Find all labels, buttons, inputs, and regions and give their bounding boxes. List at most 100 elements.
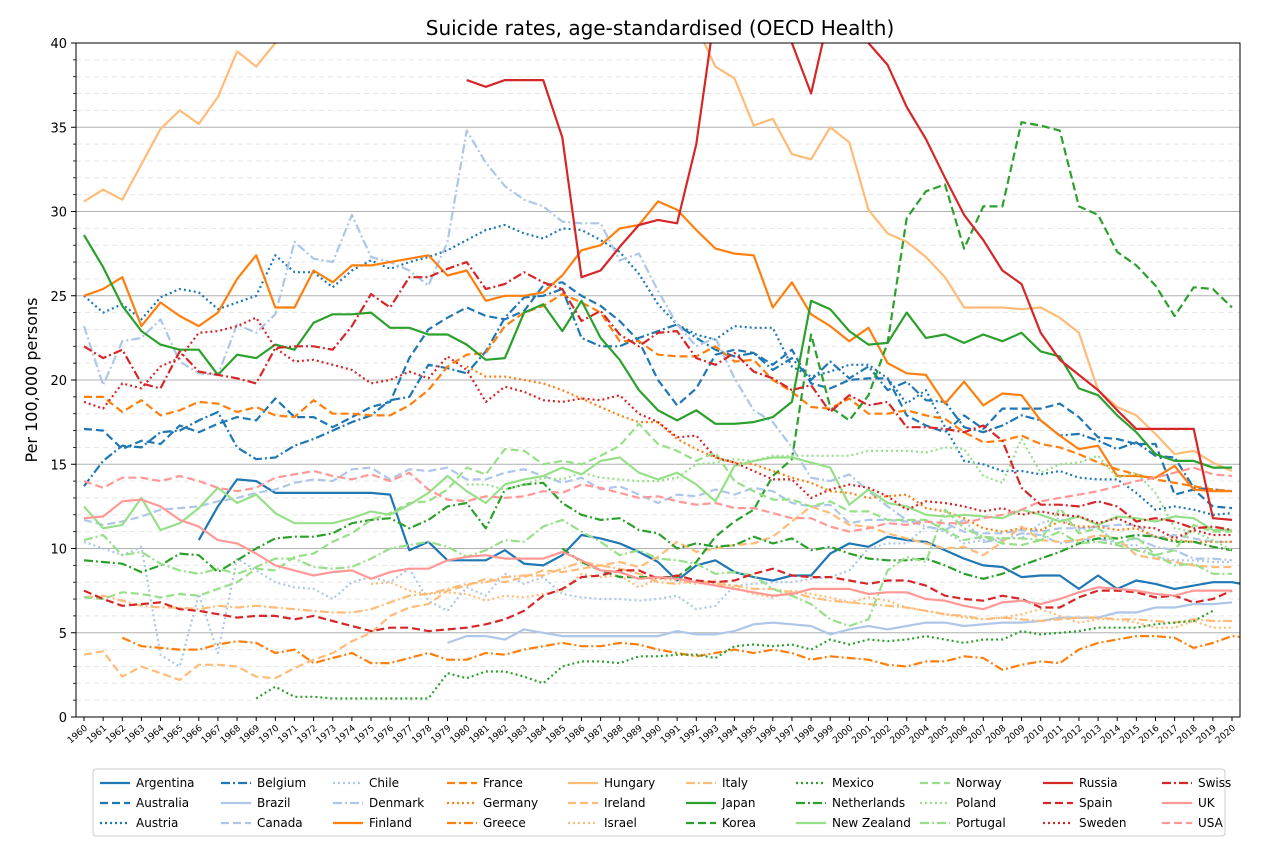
y-tick-label: 5	[59, 627, 67, 642]
legend-item: Australia	[100, 796, 189, 810]
legend-label: Mexico	[832, 776, 874, 790]
legend-label: Denmark	[369, 796, 424, 810]
series-line-korea	[561, 121, 1233, 579]
y-axis-label: Per 100,000 persons	[22, 297, 41, 462]
legend-box	[92, 768, 1226, 837]
legend-label: Korea	[722, 816, 756, 830]
legend-label: Greece	[483, 816, 526, 830]
y-tick-label: 40	[50, 37, 67, 52]
legend-item: Israel	[568, 816, 637, 830]
chart-title: Suicide rates, age-standardised (OECD He…	[426, 16, 895, 40]
y-tick-label: 35	[50, 121, 67, 136]
series-line-sweden	[83, 316, 1232, 540]
legend-item: Swiss	[1162, 776, 1231, 790]
series-line-netherlands	[83, 481, 1233, 580]
y-axis: 0 5 10 15 20 25 30 35 40	[50, 37, 76, 726]
legend-item: France	[447, 776, 523, 790]
y-tick-label: 0	[59, 711, 67, 726]
series-line-new-zealand	[83, 456, 1232, 532]
legend-item: Argentina	[100, 776, 195, 790]
series-line-denmark	[82, 129, 1233, 562]
legend-label: Poland	[956, 796, 996, 810]
series-line-chile	[83, 517, 1232, 668]
series-line-greece	[121, 634, 1240, 671]
legend-item: Netherlands	[796, 796, 905, 810]
legend-label: Austria	[136, 816, 178, 830]
series-line-japan	[83, 234, 1232, 469]
legend-label: Chile	[369, 776, 399, 790]
y-tick-label: 30	[50, 206, 67, 221]
legend-item: Poland	[920, 796, 996, 810]
legend-item: Chile	[333, 776, 399, 790]
legend-label: Hungary	[604, 776, 655, 790]
legend-label: Argentina	[136, 776, 195, 790]
series-group	[82, 43, 1240, 700]
legend-item: Belgium	[221, 776, 306, 790]
legend-label: Spain	[1079, 796, 1113, 810]
series-line-belgium	[83, 287, 1233, 493]
legend-item: Finland	[333, 816, 412, 830]
legend-item: Italy	[686, 776, 748, 790]
legend-label: Brazil	[257, 796, 291, 810]
legend-label: New Zealand	[832, 816, 911, 830]
legend-item: Norway	[920, 776, 1002, 790]
legend-label: Swiss	[1198, 776, 1231, 790]
y-tick-label: 10	[50, 543, 67, 558]
legend-item: Spain	[1043, 796, 1113, 810]
legend: Argentina Australia Austria Belgium Brazil Ca…	[92, 768, 1231, 837]
legend-label: Italy	[722, 776, 748, 790]
legend-item: Sweden	[1043, 816, 1126, 830]
legend-item: USA	[1162, 816, 1224, 830]
legend-item: Hungary	[568, 776, 655, 790]
legend-item: Brazil	[221, 796, 291, 810]
series-line-uk	[83, 498, 1232, 611]
series-layer	[82, 43, 1240, 700]
series-line-swiss	[83, 261, 1233, 532]
series-line-australia	[83, 281, 1233, 510]
series-line-germany	[466, 365, 1232, 543]
legend-label: Germany	[483, 796, 538, 810]
legend-label: Norway	[956, 776, 1002, 790]
legend-label: France	[483, 776, 523, 790]
series-line-brazil	[447, 601, 1233, 644]
series-line-usa	[83, 466, 1233, 533]
legend-label: Netherlands	[832, 796, 905, 810]
legend-item: Denmark	[333, 796, 424, 810]
series-line-italy	[83, 560, 1232, 624]
legend-label: Canada	[257, 816, 303, 830]
series-line-spain	[83, 567, 1233, 633]
legend-label: Ireland	[604, 796, 646, 810]
legend-label: UK	[1198, 796, 1216, 810]
legend-item: Portugal	[920, 816, 1006, 830]
legend-item: UK	[1162, 796, 1216, 810]
legend-label: Australia	[136, 796, 189, 810]
y-tick-label: 25	[50, 290, 67, 305]
legend-item: Mexico	[796, 776, 874, 790]
legend-label: Japan	[721, 796, 755, 810]
legend-item: Korea	[686, 816, 756, 830]
legend-item: Canada	[221, 816, 303, 830]
series-line-canada	[83, 466, 1232, 543]
legend-item: Germany	[447, 796, 538, 810]
legend-label: Finland	[369, 816, 412, 830]
legend-item: Japan	[686, 796, 755, 810]
series-line-austria	[83, 223, 1233, 516]
legend-label: Sweden	[1079, 816, 1126, 830]
legend-item: Greece	[447, 816, 526, 830]
series-line-mexico	[255, 609, 1214, 700]
legend-item: Ireland	[568, 796, 646, 810]
series-line-russia	[466, 43, 1233, 521]
y-tick-label: 20	[50, 374, 67, 389]
legend-label: Russia	[1079, 776, 1118, 790]
series-line-norway	[83, 422, 1232, 601]
legend-label: USA	[1198, 816, 1224, 830]
legend-item: Russia	[1043, 776, 1118, 790]
legend-item: New Zealand	[796, 816, 911, 830]
legend-label: Israel	[604, 816, 637, 830]
series-line-france	[84, 293, 1233, 493]
series-line-poland	[466, 437, 1233, 552]
series-line-finland	[83, 200, 1232, 493]
series-line-portugal	[83, 508, 1232, 628]
legend-label: Portugal	[956, 816, 1006, 830]
